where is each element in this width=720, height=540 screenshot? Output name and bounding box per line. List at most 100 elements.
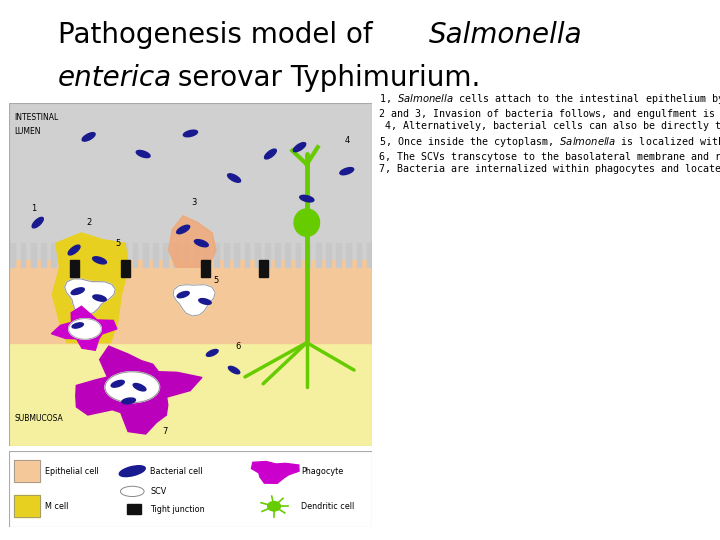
Polygon shape: [53, 233, 129, 342]
Ellipse shape: [32, 218, 43, 228]
Ellipse shape: [136, 151, 150, 158]
Bar: [92, 243, 96, 267]
Bar: [174, 243, 178, 267]
Bar: [41, 243, 46, 267]
Text: Pathogenesis model of: Pathogenesis model of: [58, 21, 381, 49]
Text: 1, $\it{Salmonella}$ cells attach to the intestinal epithelium by means of adhes: 1, $\it{Salmonella}$ cells attach to the…: [379, 92, 720, 174]
Text: 2: 2: [86, 218, 91, 227]
Ellipse shape: [184, 130, 197, 137]
Ellipse shape: [340, 167, 354, 175]
Bar: [51, 243, 56, 267]
Ellipse shape: [199, 299, 211, 305]
Ellipse shape: [122, 398, 135, 404]
Text: 7: 7: [162, 427, 168, 436]
Ellipse shape: [93, 256, 107, 264]
Polygon shape: [76, 346, 202, 434]
Bar: [112, 243, 117, 267]
Polygon shape: [51, 306, 117, 350]
Bar: [21, 243, 25, 267]
Bar: [61, 243, 66, 267]
Ellipse shape: [120, 486, 144, 497]
Bar: [143, 243, 148, 267]
Bar: [316, 243, 320, 267]
Ellipse shape: [176, 225, 189, 234]
Text: Epithelial cell: Epithelial cell: [45, 467, 99, 476]
Polygon shape: [168, 216, 216, 267]
Bar: [235, 243, 239, 267]
Ellipse shape: [194, 240, 208, 247]
Text: 5: 5: [115, 239, 120, 248]
Bar: [9, 342, 372, 446]
Bar: [71, 243, 76, 267]
Text: Salmonella: Salmonella: [428, 21, 582, 49]
Text: Bacterial cell: Bacterial cell: [150, 467, 203, 476]
Bar: [285, 243, 290, 267]
Polygon shape: [65, 279, 115, 315]
Ellipse shape: [207, 349, 218, 356]
Ellipse shape: [293, 143, 306, 152]
Ellipse shape: [72, 323, 84, 328]
Bar: [326, 243, 330, 267]
Bar: [265, 243, 270, 267]
Text: SUBMUCOSA: SUBMUCOSA: [14, 414, 63, 423]
Bar: [336, 243, 341, 267]
Bar: [153, 243, 158, 267]
Bar: [121, 260, 130, 278]
Ellipse shape: [133, 383, 146, 391]
Ellipse shape: [300, 195, 314, 202]
Text: Tight junction: Tight junction: [150, 505, 205, 514]
Ellipse shape: [71, 288, 84, 295]
Bar: [122, 243, 127, 267]
Bar: [201, 260, 210, 278]
Bar: [255, 243, 259, 267]
Ellipse shape: [68, 319, 102, 339]
Bar: [366, 243, 372, 267]
Text: 3: 3: [192, 198, 197, 206]
Ellipse shape: [111, 380, 125, 387]
Text: INTESTINAL: INTESTINAL: [14, 113, 58, 122]
Polygon shape: [174, 285, 215, 316]
Bar: [31, 243, 35, 267]
Text: 6: 6: [235, 342, 240, 350]
Bar: [102, 243, 107, 267]
Ellipse shape: [228, 174, 240, 183]
Ellipse shape: [294, 209, 320, 237]
Text: M cell: M cell: [45, 502, 68, 511]
Text: enterica: enterica: [58, 64, 172, 92]
Ellipse shape: [93, 295, 107, 301]
Text: Dendritic cell: Dendritic cell: [302, 502, 354, 511]
Text: LUMEN: LUMEN: [14, 126, 40, 136]
Bar: [224, 243, 229, 267]
Text: 4: 4: [344, 136, 349, 145]
Bar: [132, 243, 138, 267]
Bar: [275, 243, 280, 267]
Bar: [9, 260, 372, 342]
Bar: [184, 243, 188, 267]
Polygon shape: [251, 462, 299, 483]
Bar: [127, 504, 140, 514]
Bar: [9, 103, 372, 267]
Ellipse shape: [120, 465, 145, 477]
Ellipse shape: [264, 149, 276, 159]
FancyBboxPatch shape: [14, 496, 40, 517]
Bar: [11, 243, 15, 267]
Bar: [306, 243, 310, 267]
Bar: [163, 243, 168, 267]
Bar: [204, 243, 209, 267]
Text: SCV: SCV: [150, 487, 167, 496]
Ellipse shape: [228, 366, 240, 374]
Ellipse shape: [68, 245, 80, 255]
Ellipse shape: [177, 292, 189, 298]
Text: Phagocyte: Phagocyte: [302, 467, 343, 476]
Bar: [295, 243, 300, 267]
Ellipse shape: [268, 502, 280, 511]
Ellipse shape: [82, 133, 95, 141]
FancyBboxPatch shape: [14, 460, 40, 482]
Text: serovar Typhimurium.: serovar Typhimurium.: [169, 64, 480, 92]
Bar: [82, 243, 86, 267]
Ellipse shape: [105, 372, 160, 403]
Bar: [70, 260, 78, 278]
Bar: [258, 260, 268, 278]
Bar: [194, 243, 199, 267]
Bar: [245, 243, 249, 267]
